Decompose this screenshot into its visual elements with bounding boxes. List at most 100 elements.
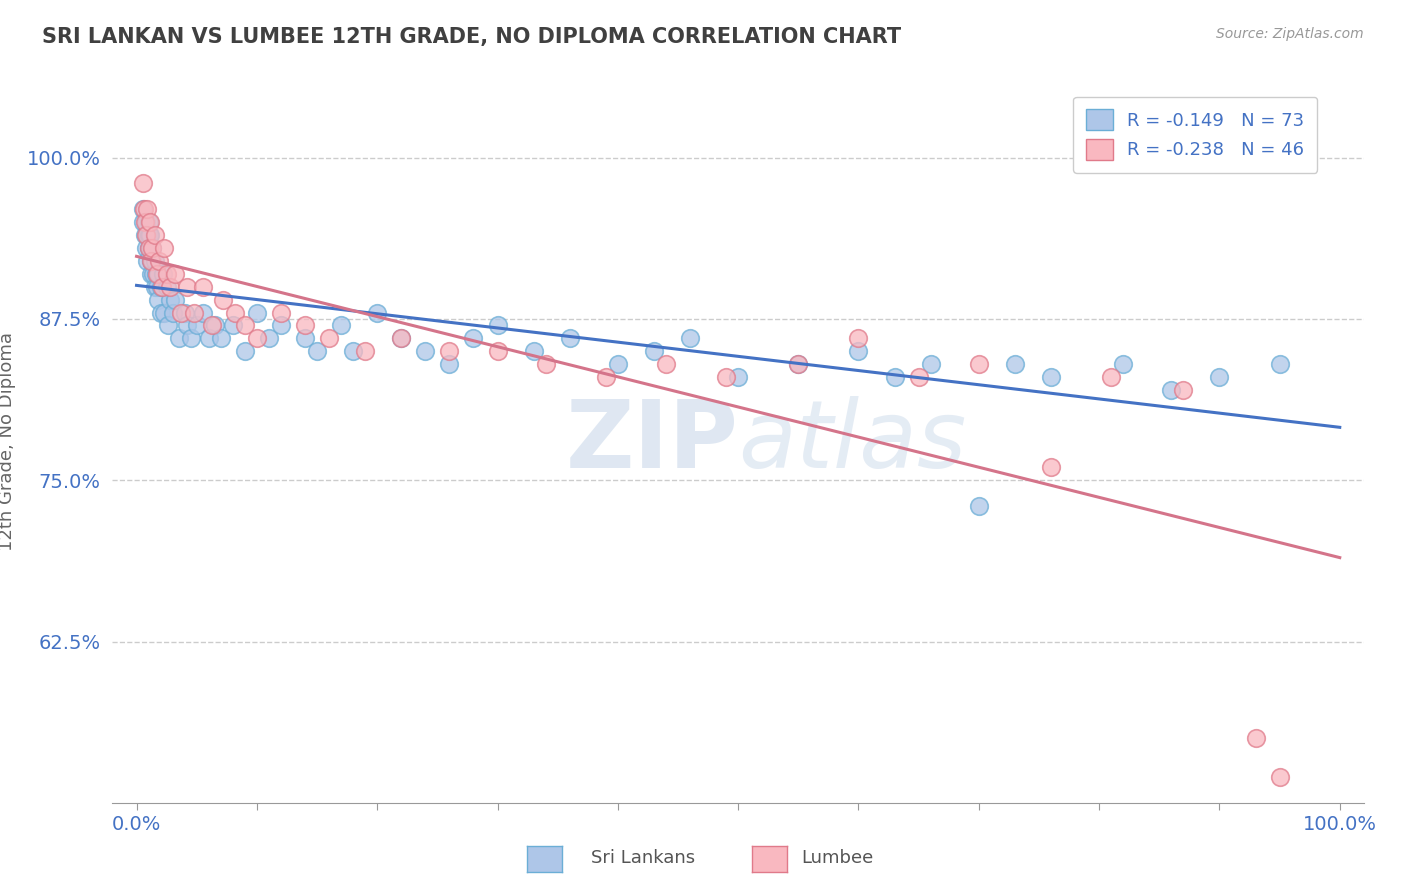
Point (212, 293, 235, 307)
Point (920, 357, 942, 371)
Point (848, 331, 870, 345)
Point (167, 331, 190, 345)
Point (176, 318, 198, 333)
Point (143, 279, 166, 293)
Point (233, 318, 256, 333)
Point (354, 344, 377, 359)
Point (967, 357, 990, 371)
Point (305, 344, 328, 359)
Point (643, 344, 665, 359)
Point (1268, 770, 1291, 784)
Point (131, 215, 153, 229)
Point (153, 305, 176, 319)
Point (439, 357, 461, 371)
Point (848, 344, 870, 359)
Point (173, 305, 195, 319)
Point (679, 331, 702, 345)
Point (135, 241, 157, 255)
Point (486, 318, 509, 333)
Point (159, 279, 181, 293)
Point (148, 267, 170, 281)
Point (136, 202, 159, 217)
Legend: R = -0.149   N = 73, R = -0.238   N = 46: R = -0.149 N = 73, R = -0.238 N = 46 (1073, 96, 1317, 172)
Point (159, 293, 181, 307)
Point (136, 253, 159, 268)
Text: Lumbee: Lumbee (801, 849, 873, 867)
Text: Source: ZipAtlas.com: Source: ZipAtlas.com (1216, 27, 1364, 41)
Point (183, 305, 205, 319)
Text: ZIP: ZIP (565, 395, 738, 488)
Point (787, 357, 810, 371)
Point (389, 331, 412, 345)
Point (131, 202, 153, 217)
Point (139, 253, 162, 268)
Point (727, 370, 749, 384)
Point (134, 215, 156, 229)
Text: atlas: atlas (738, 396, 966, 487)
Point (1112, 357, 1135, 371)
Point (138, 215, 160, 229)
Point (655, 357, 678, 371)
Point (439, 344, 461, 359)
Point (149, 305, 172, 319)
Point (366, 305, 388, 319)
Point (787, 357, 810, 371)
Point (389, 331, 412, 345)
Point (246, 331, 269, 345)
Point (131, 177, 153, 191)
Point (294, 318, 316, 333)
Point (1173, 383, 1195, 397)
Point (1004, 357, 1026, 371)
Text: Sri Lankans: Sri Lankans (591, 849, 695, 867)
Point (883, 370, 905, 384)
Point (180, 331, 202, 345)
Point (224, 305, 246, 319)
Point (139, 267, 162, 281)
Point (595, 370, 617, 384)
Point (1244, 731, 1267, 746)
Point (233, 344, 256, 359)
Point (714, 370, 737, 384)
Point (141, 241, 163, 255)
Point (1160, 383, 1182, 397)
Point (146, 267, 169, 281)
Point (246, 305, 269, 319)
Point (156, 279, 179, 293)
Point (606, 357, 628, 371)
Point (139, 253, 162, 268)
Point (270, 305, 292, 319)
Point (523, 344, 546, 359)
Text: SRI LANKAN VS LUMBEE 12TH GRADE, NO DIPLOMA CORRELATION CHART: SRI LANKAN VS LUMBEE 12TH GRADE, NO DIPL… (42, 27, 901, 46)
Point (148, 253, 170, 268)
Point (152, 267, 174, 281)
Point (163, 293, 186, 307)
Point (534, 357, 557, 371)
Point (135, 228, 157, 243)
Point (191, 279, 214, 293)
Point (1039, 370, 1063, 384)
Point (1268, 357, 1291, 371)
Point (209, 331, 232, 345)
Point (201, 318, 224, 333)
Point (139, 241, 162, 255)
Point (222, 318, 245, 333)
Point (186, 318, 208, 333)
Point (135, 215, 157, 229)
Point (163, 267, 186, 281)
Point (134, 228, 156, 243)
Y-axis label: 12th Grade, No Diploma: 12th Grade, No Diploma (0, 332, 15, 551)
Point (967, 499, 990, 513)
Point (141, 241, 163, 255)
Point (142, 267, 165, 281)
Point (156, 267, 179, 281)
Point (141, 253, 163, 268)
Point (1208, 370, 1230, 384)
Point (197, 331, 219, 345)
Point (191, 305, 214, 319)
Point (136, 228, 159, 243)
Point (132, 202, 155, 217)
Point (138, 228, 160, 243)
Point (204, 318, 226, 333)
Point (1099, 370, 1122, 384)
Point (149, 279, 172, 293)
